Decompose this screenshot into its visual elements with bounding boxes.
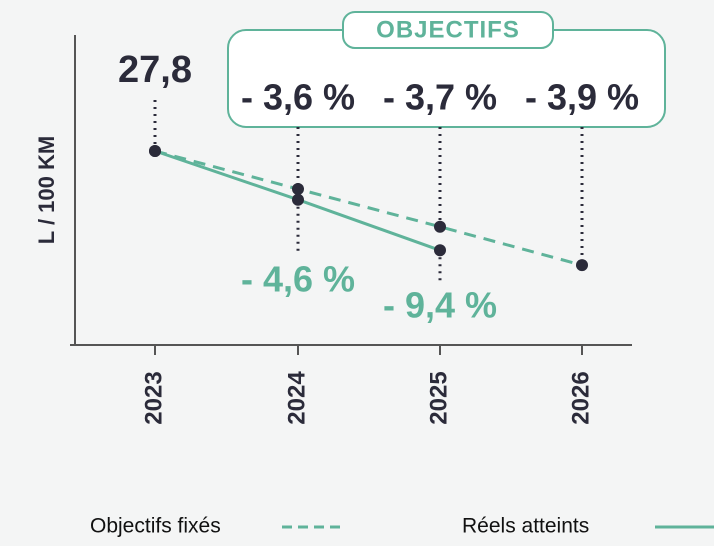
x-tick-label: 2025	[425, 371, 452, 424]
objective-label: - 3,7 %	[383, 77, 497, 118]
data-point	[292, 193, 304, 206]
data-point	[434, 220, 446, 233]
data-point	[434, 244, 446, 257]
legend-label: Réels atteints	[462, 515, 589, 538]
achieved-label: - 4,6 %	[241, 259, 355, 300]
start-value-label: 27,8	[118, 49, 192, 91]
objectives-title: OBJECTIFS	[376, 16, 520, 43]
series-line	[154, 149, 583, 267]
data-point	[292, 183, 304, 196]
x-tick-label: 2024	[283, 371, 310, 425]
data-point	[576, 259, 588, 272]
legend-label: Objectifs fixés	[90, 515, 221, 538]
objectives-tab	[342, 11, 554, 49]
achieved-label: - 9,4 %	[383, 285, 497, 326]
objective-label: - 3,6 %	[241, 77, 355, 118]
data-point	[149, 145, 161, 158]
x-tick-label: 2023	[140, 371, 167, 424]
x-tick-label: 2026	[567, 371, 594, 424]
objective-label: - 3,9 %	[525, 77, 639, 118]
y-axis-label: L / 100 KM	[34, 136, 59, 244]
